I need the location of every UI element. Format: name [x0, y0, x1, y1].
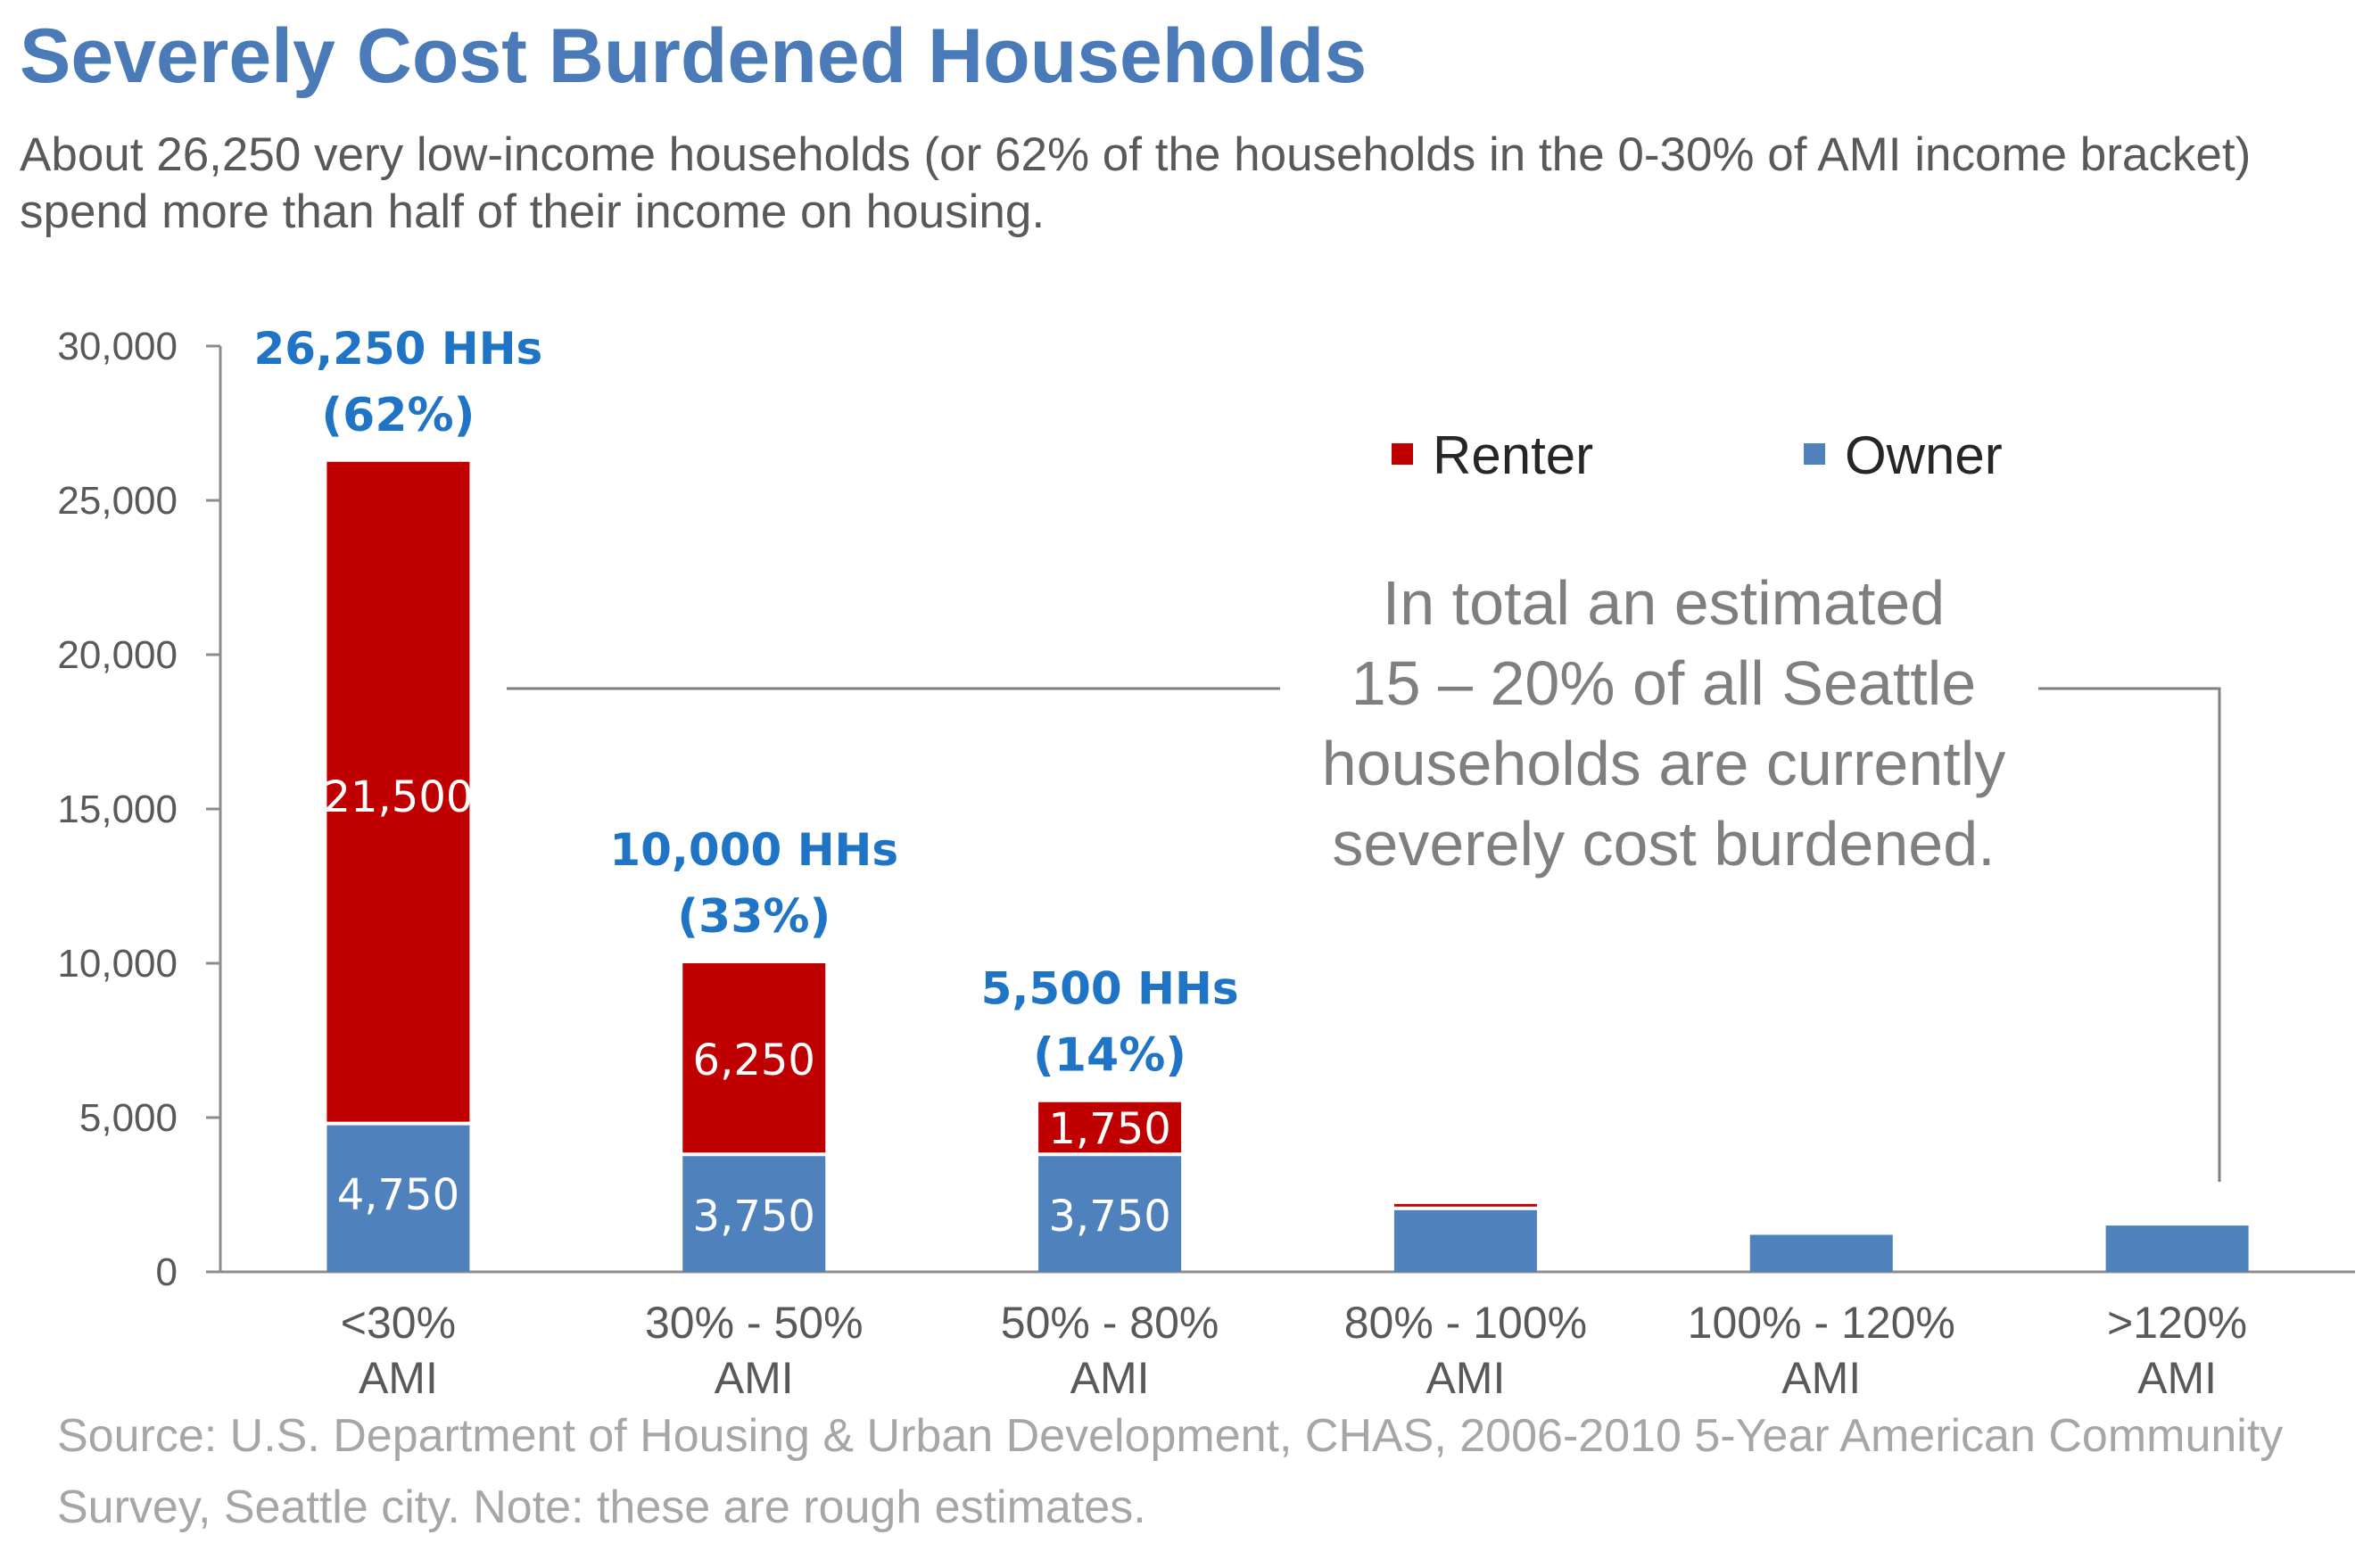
- callout-line: 15 – 20% of all Seattle: [1351, 648, 1976, 718]
- y-tick-label: 0: [156, 1250, 178, 1294]
- legend: Renter Owner: [1392, 425, 2003, 485]
- y-tick-label: 30,000: [57, 325, 178, 368]
- bar-renter-1: [682, 963, 826, 1153]
- segment-label-owner-0: 4,750: [337, 1170, 459, 1220]
- x-tick-label: <30% AMI: [341, 1298, 456, 1403]
- bars: [326, 461, 2249, 1272]
- x-tick-label-line: 30% - 50%: [645, 1298, 864, 1348]
- annotation-percent-2: (14%): [1033, 1029, 1186, 1083]
- x-tick-label-line: AMI: [359, 1353, 438, 1403]
- bar-owner-2: [1038, 1156, 1182, 1272]
- x-tick-label-line: AMI: [1781, 1353, 1861, 1403]
- annotation-total-0: 26,250 HHs: [254, 323, 543, 375]
- x-tick-label: 30% - 50% AMI: [645, 1298, 864, 1403]
- bar-owner-1: [682, 1156, 826, 1272]
- chart-title: Severely Cost Burdened Households: [20, 13, 1368, 99]
- x-tick-label-line: 50% - 80%: [1001, 1298, 1219, 1348]
- bar-renter-3: [1393, 1203, 1537, 1207]
- segment-label-owner-2: 3,750: [1048, 1192, 1170, 1242]
- legend-swatch-renter: [1392, 443, 1413, 465]
- bar-owner-5: [2105, 1225, 2249, 1272]
- y-tick-label: 15,000: [57, 788, 178, 831]
- x-tick-label: 50% - 80% AMI: [1001, 1298, 1219, 1403]
- y-tick-label: 10,000: [57, 942, 178, 986]
- x-tick-label: 80% - 100% AMI: [1344, 1298, 1587, 1403]
- callout-line: In total an estimated: [1383, 568, 1945, 638]
- annotation-total-2: 5,500 HHs: [981, 963, 1239, 1015]
- y-tick-label: 20,000: [57, 633, 178, 677]
- callout-line: households are currently: [1322, 729, 2006, 798]
- legend-label-renter: Renter: [1433, 425, 1593, 485]
- legend-label-owner: Owner: [1845, 425, 2003, 485]
- y-tick-label: 25,000: [57, 479, 178, 523]
- bar-renter-2: [1038, 1102, 1182, 1153]
- x-tick-label-line: AMI: [1070, 1353, 1150, 1403]
- annotation-total-1: 10,000 HHs: [609, 824, 898, 876]
- legend-swatch-owner: [1804, 443, 1825, 465]
- bar-owner-3: [1393, 1209, 1537, 1272]
- chart-subtitle: About 26,250 very low-income households …: [20, 128, 2252, 238]
- callout-line: severely cost burdened.: [1332, 809, 1995, 879]
- annotation-percent-1: (33%): [677, 890, 831, 944]
- annotation-percent-0: (62%): [321, 389, 475, 442]
- segment-label-renter-1: 6,250: [693, 1036, 815, 1085]
- segment-labels: 4,750 21,500 3,750 6,250 3,750 1,750: [323, 772, 1170, 1242]
- bar-renter-0: [326, 461, 470, 1122]
- bar-owner-4: [1749, 1234, 1893, 1272]
- x-tick-label-line: AMI: [715, 1353, 794, 1403]
- bar-owner-0: [326, 1125, 470, 1272]
- y-axis: 0 5,000 10,000 15,000 20,000 25,000 30,000: [57, 325, 222, 1294]
- x-tick-label: >120% AMI: [2107, 1298, 2247, 1403]
- segment-label-renter-0: 21,500: [323, 772, 473, 822]
- x-tick-label-line: 100% - 120%: [1688, 1298, 1955, 1348]
- bar-annotations: 26,250 HHs (62%) 10,000 HHs (33%) 5,500 HHs (…: [254, 323, 1239, 1083]
- segment-label-owner-1: 3,750: [693, 1192, 815, 1242]
- x-tick-label-line: AMI: [1426, 1353, 1505, 1403]
- callout: In total an estimated 15 – 20% of all Sea…: [507, 568, 2221, 1182]
- source-note: Source: U.S. Department of Housing & Urb…: [57, 1410, 2284, 1533]
- y-tick-label: 5,000: [79, 1096, 178, 1140]
- x-tick-label-line: <30%: [341, 1298, 456, 1348]
- x-tick-label-line: >120%: [2107, 1298, 2247, 1348]
- x-tick-label-line: 80% - 100%: [1344, 1298, 1587, 1348]
- x-tick-label: 100% - 120% AMI: [1688, 1298, 1955, 1403]
- callout-bracket-right: [2038, 687, 2221, 1182]
- callout-text: In total an estimated 15 – 20% of all Sea…: [1322, 568, 2006, 879]
- segment-label-renter-2: 1,750: [1048, 1104, 1170, 1154]
- x-tick-label-line: AMI: [2137, 1353, 2217, 1403]
